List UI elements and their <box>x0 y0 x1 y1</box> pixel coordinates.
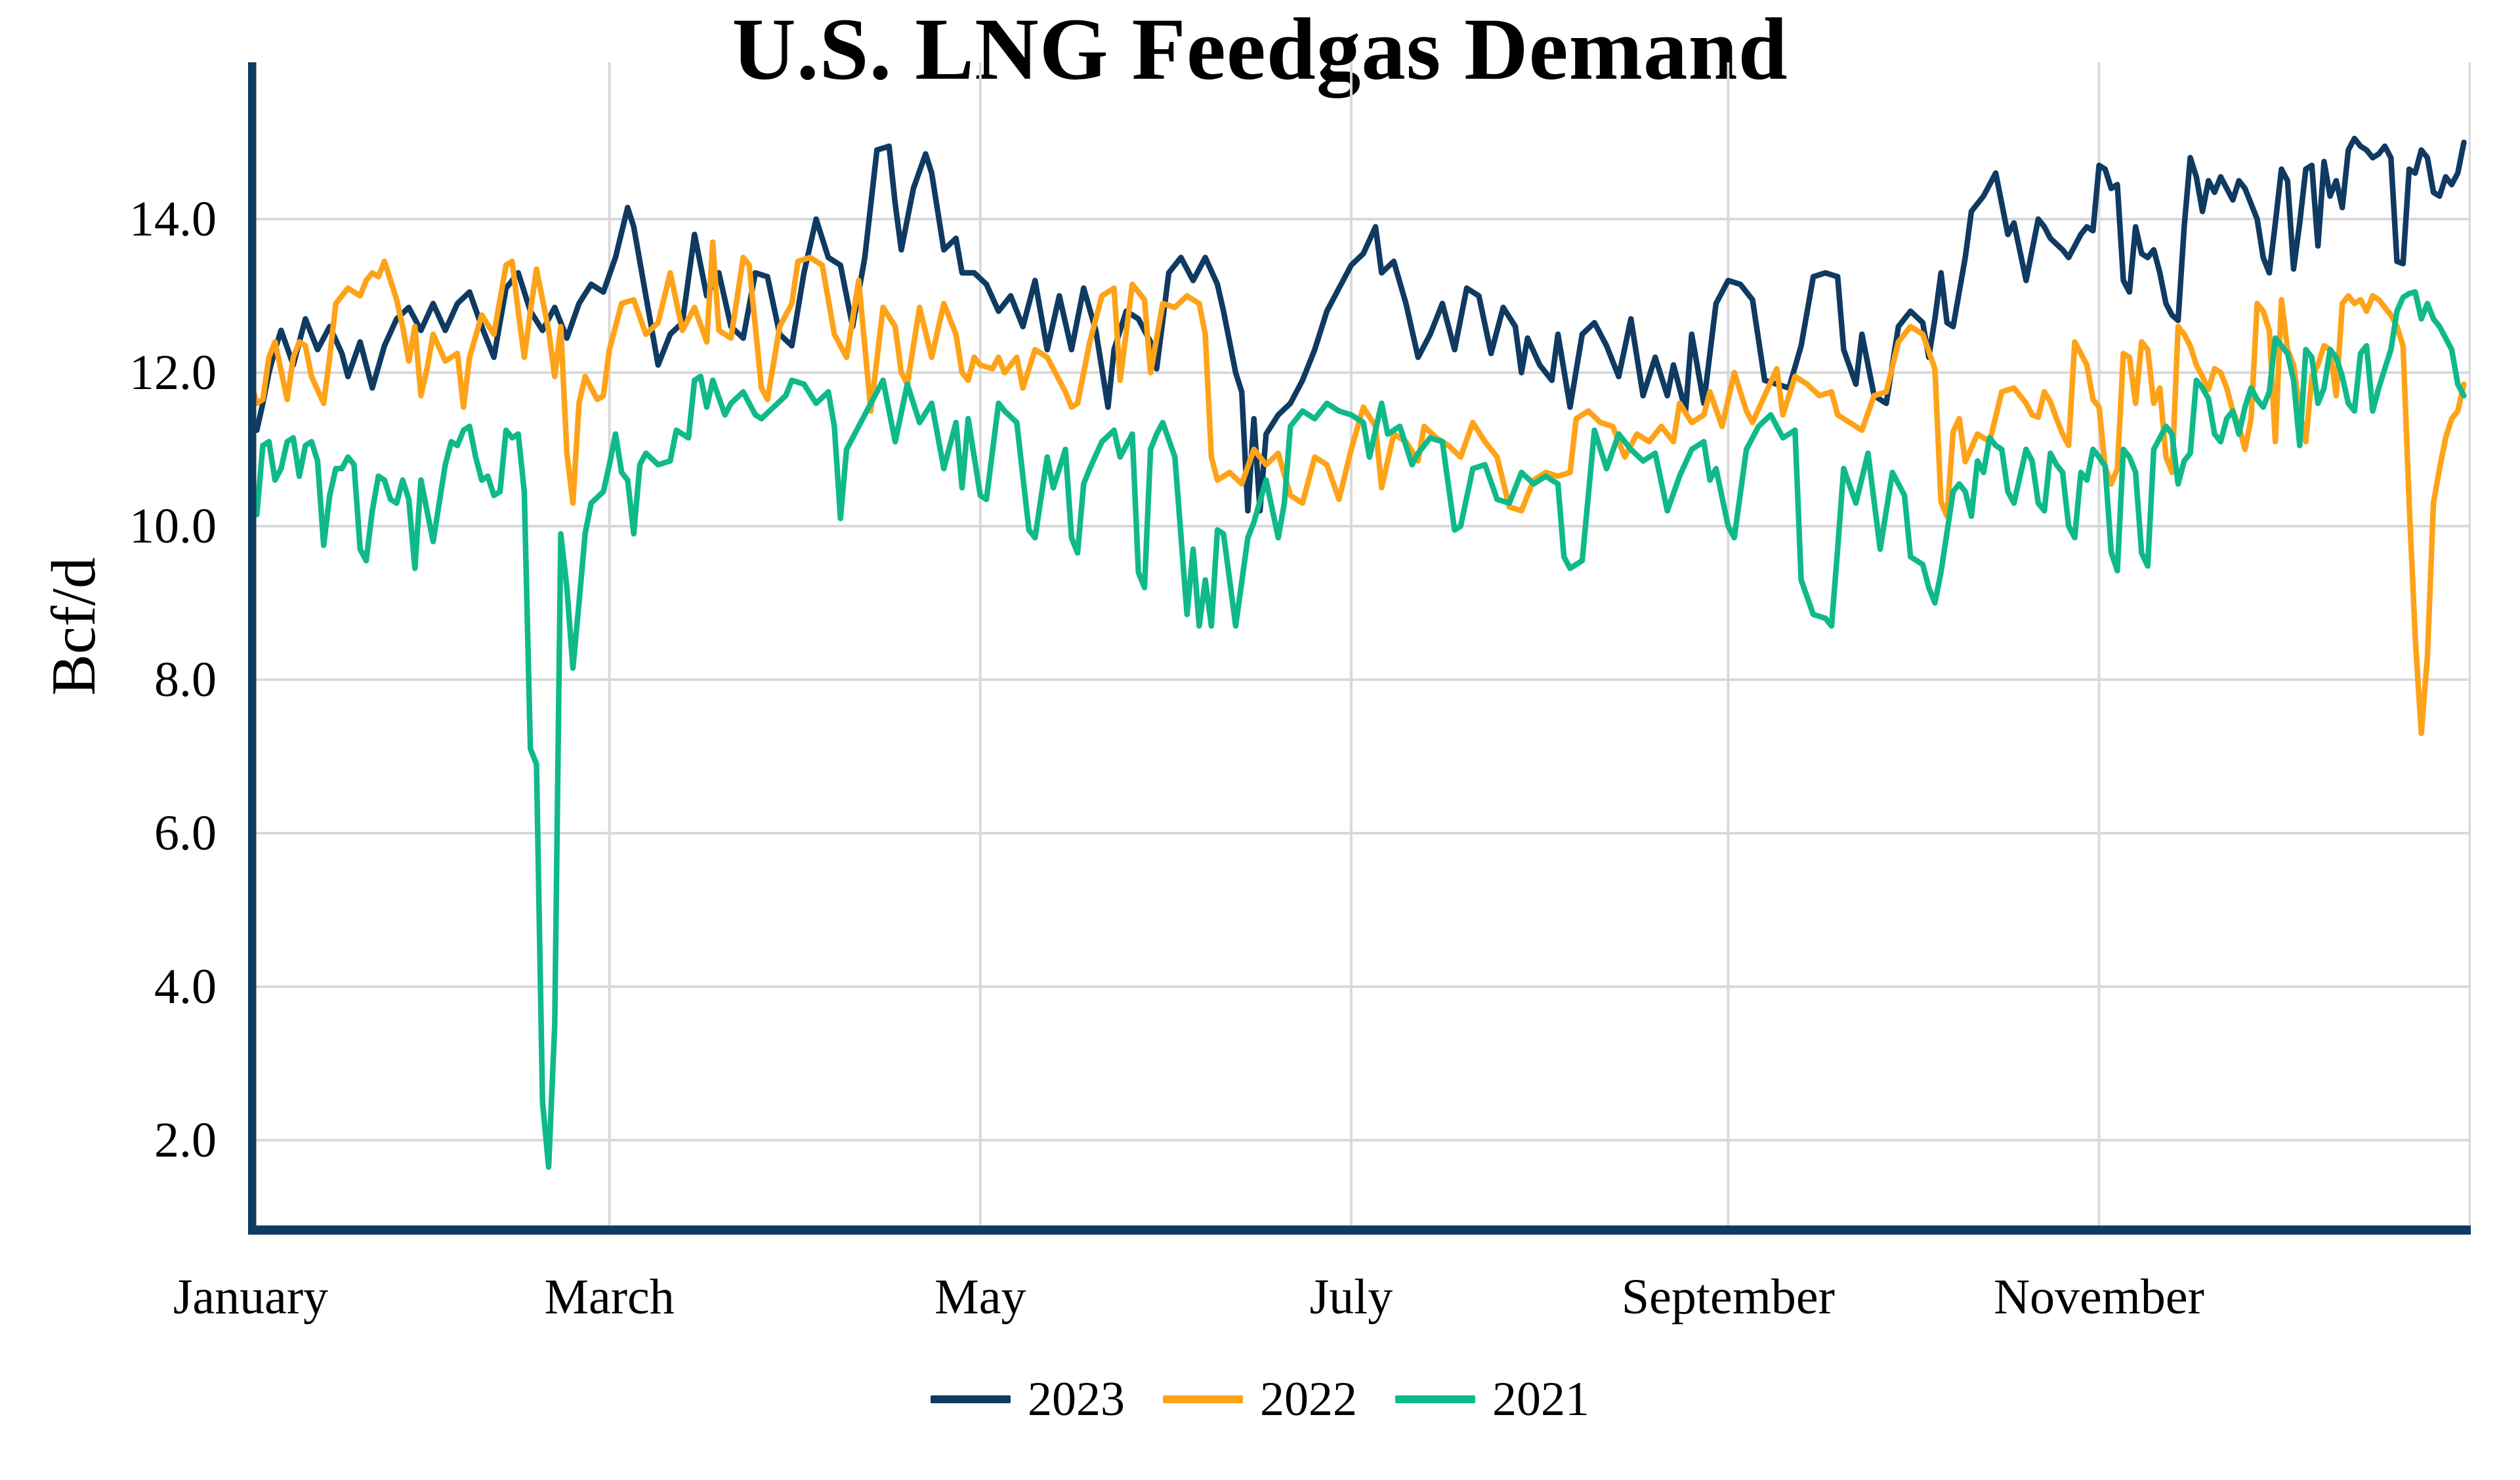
chart-title: U.S. LNG Feedgas Demand <box>732 1 1788 98</box>
y-tick-8.0: 8.0 <box>154 652 217 707</box>
legend-swatch-2021 <box>1395 1395 1475 1403</box>
legend-label-2021: 2021 <box>1492 1372 1589 1426</box>
series-2021 <box>247 289 2467 1170</box>
legend: 2023 2022 2021 <box>0 1375 2520 1424</box>
x-tick-september: September <box>1621 1269 1835 1325</box>
y-tick-2.0: 2.0 <box>154 1113 217 1168</box>
x-tick-november: November <box>1994 1269 2204 1325</box>
series-2023 <box>247 135 2467 514</box>
y-tick-4.0: 4.0 <box>154 959 217 1014</box>
plot-area <box>243 62 2471 1235</box>
legend-swatch-2022 <box>1163 1395 1243 1403</box>
legend-label-2023: 2023 <box>1028 1372 1125 1426</box>
y-tick-12.0: 12.0 <box>129 345 217 400</box>
legend-item-2021: 2021 <box>1395 1375 1589 1424</box>
y-tick-6.0: 6.0 <box>154 806 217 861</box>
x-tick-july: July <box>1309 1269 1393 1325</box>
x-tick-january: January <box>173 1269 329 1325</box>
legend-item-2023: 2023 <box>931 1375 1125 1424</box>
series-2022 <box>247 239 2467 737</box>
x-tick-may: May <box>934 1269 1026 1325</box>
y-axis-tick-labels: 14.0 12.0 10.0 8.0 6.0 4.0 2.0 <box>0 0 217 1480</box>
x-tick-march: March <box>544 1269 675 1325</box>
legend-swatch-2023 <box>931 1395 1011 1403</box>
y-tick-10.0: 10.0 <box>129 499 217 554</box>
y-tick-14.0: 14.0 <box>129 192 217 247</box>
legend-label-2022: 2022 <box>1260 1372 1357 1426</box>
line-chart <box>243 62 2471 1235</box>
legend-item-2022: 2022 <box>1163 1375 1357 1424</box>
